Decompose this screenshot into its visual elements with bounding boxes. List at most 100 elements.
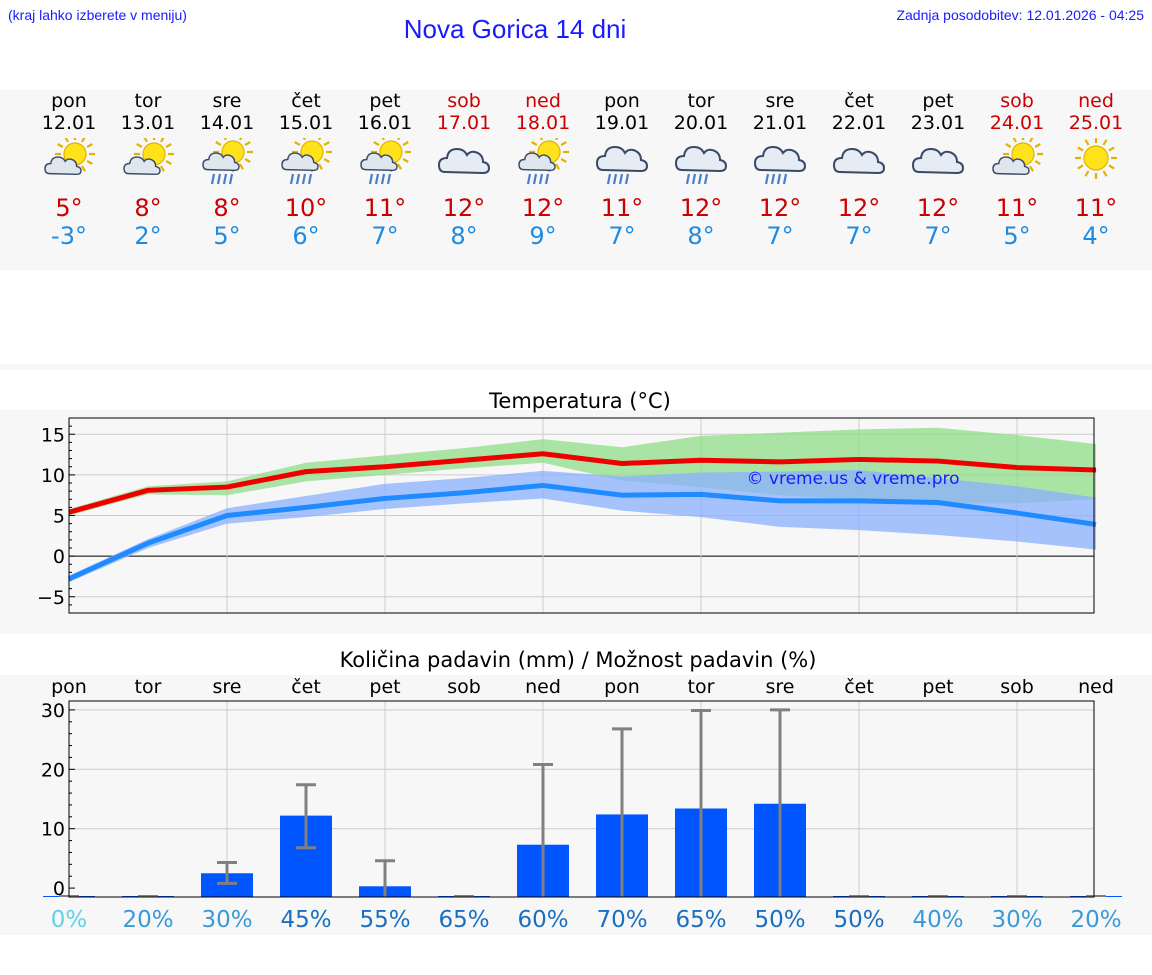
sun-cloud-rain-icon <box>518 138 569 185</box>
temp-min: 5° <box>1003 222 1031 250</box>
day-name: ned <box>1078 90 1114 112</box>
day-column: pet 16.01 11° 7° <box>345 90 425 250</box>
sun-icon <box>1075 138 1117 179</box>
day-name: pet <box>369 90 401 112</box>
prec-day-label: pon <box>51 676 87 698</box>
prec-day-label: tor <box>135 676 162 698</box>
precip-probability: 45% <box>280 907 331 933</box>
temp-min: 7° <box>766 222 794 250</box>
temp-max: 8° <box>213 194 241 222</box>
temp-max: 12° <box>837 194 881 222</box>
precip-probability: 20% <box>122 907 173 933</box>
day-date: 12.01 <box>41 112 97 134</box>
temp-ytick-label: 10 <box>41 465 65 487</box>
temp-max: 12° <box>679 194 723 222</box>
temp-min: 7° <box>371 222 399 250</box>
temp-max: 12° <box>521 194 565 222</box>
temp-min: 4° <box>1082 222 1110 250</box>
partly-cloudy-icon <box>44 138 95 176</box>
temp-min: 7° <box>845 222 873 250</box>
sun-cloud-rain-icon <box>360 138 411 185</box>
prec-day-label: sre <box>766 676 795 698</box>
day-name: sob <box>1000 90 1034 112</box>
temp-min-band <box>69 470 1096 583</box>
prec-plot-frame <box>68 700 1095 898</box>
day-name: sre <box>212 90 242 112</box>
prec-day-label: pet <box>922 676 953 698</box>
temp-min: 7° <box>924 222 952 250</box>
day-name: pet <box>922 90 954 112</box>
day-column: sre 21.01 12° 7° <box>740 90 820 250</box>
day-column: tor 13.01 8° 2° <box>108 90 188 250</box>
prec-bar <box>201 873 253 897</box>
prec-day-label: ned <box>1078 676 1114 698</box>
day-column: sre 14.01 8° 5° <box>187 90 267 250</box>
temp-min: 5° <box>213 222 241 250</box>
temp-min: 6° <box>292 222 320 250</box>
day-date: 13.01 <box>120 112 176 134</box>
day-date: 17.01 <box>436 112 492 134</box>
day-name: ned <box>525 90 561 112</box>
prec-day-label: sre <box>213 676 242 698</box>
temp-max: 5° <box>55 194 83 222</box>
temp-max: 12° <box>916 194 960 222</box>
precip-probability: 65% <box>675 907 726 933</box>
day-name: tor <box>134 90 162 112</box>
day-name: čet <box>291 90 321 112</box>
prec-ytick-label: 30 <box>41 700 65 722</box>
day-column: pon 12.01 5° -3° <box>29 90 109 250</box>
prec-chart-title: Količina padavin (mm) / Možnost padavin … <box>340 648 817 672</box>
cloud-rain-icon <box>674 145 728 185</box>
sun-cloud-rain-icon <box>281 138 332 185</box>
day-name: sob <box>447 90 481 112</box>
temp-max: 11° <box>600 194 644 222</box>
partly-cloudy-icon <box>992 138 1043 176</box>
cloud-rain-icon <box>753 145 807 185</box>
cloud-rain-icon <box>595 145 649 185</box>
precip-probability: 50% <box>754 907 805 933</box>
day-name: čet <box>844 90 874 112</box>
temp-min: -3° <box>51 222 87 250</box>
day-date: 22.01 <box>831 112 887 134</box>
prec-day-label: ned <box>525 676 561 698</box>
temp-max: 12° <box>758 194 802 222</box>
separator <box>0 364 1152 370</box>
precip-probability: 20% <box>1070 907 1121 933</box>
precip-probability: 60% <box>517 907 568 933</box>
temp-ytick-label: 5 <box>53 506 65 528</box>
precip-probability: 0% <box>51 907 88 933</box>
forecast-strip <box>0 90 1152 270</box>
temp-plot-frame <box>68 417 1095 614</box>
temp-max-line <box>68 451 1097 515</box>
temp-min: 8° <box>687 222 715 250</box>
day-column: ned 25.01 11° 4° <box>1056 90 1136 250</box>
temp-max: 11° <box>995 194 1039 222</box>
day-date: 21.01 <box>752 112 808 134</box>
temp-ytick-label: 15 <box>41 424 65 446</box>
day-name: tor <box>687 90 715 112</box>
temp-ytick-label: 0 <box>53 546 65 568</box>
precip-probability: 30% <box>991 907 1042 933</box>
last-update: Zadnja posodobitev: 12.01.2026 - 04:25 <box>896 7 1144 23</box>
day-column: pon 19.01 11° 7° <box>582 90 662 250</box>
day-column: ned 18.01 12° 9° <box>503 90 583 250</box>
day-date: 20.01 <box>673 112 729 134</box>
prec-day-label: tor <box>688 676 715 698</box>
prec-day-label: čet <box>291 676 321 698</box>
precip-probability: 30% <box>201 907 252 933</box>
sun-cloud-rain-icon <box>202 138 253 185</box>
day-column: sob 24.01 11° 5° <box>977 90 1057 250</box>
cloudy-icon <box>911 147 965 175</box>
day-name: pon <box>51 90 87 112</box>
temp-max: 12° <box>442 194 486 222</box>
temp-min: 2° <box>134 222 162 250</box>
page-title: Nova Gorica 14 dni <box>403 14 627 44</box>
temp-min: 7° <box>608 222 636 250</box>
temp-max: 11° <box>363 194 407 222</box>
prec-ytick-label: 0 <box>53 878 65 900</box>
prec-day-label: pon <box>604 676 640 698</box>
temp-max: 8° <box>134 194 162 222</box>
temp-max: 11° <box>1074 194 1118 222</box>
day-date: 24.01 <box>989 112 1045 134</box>
